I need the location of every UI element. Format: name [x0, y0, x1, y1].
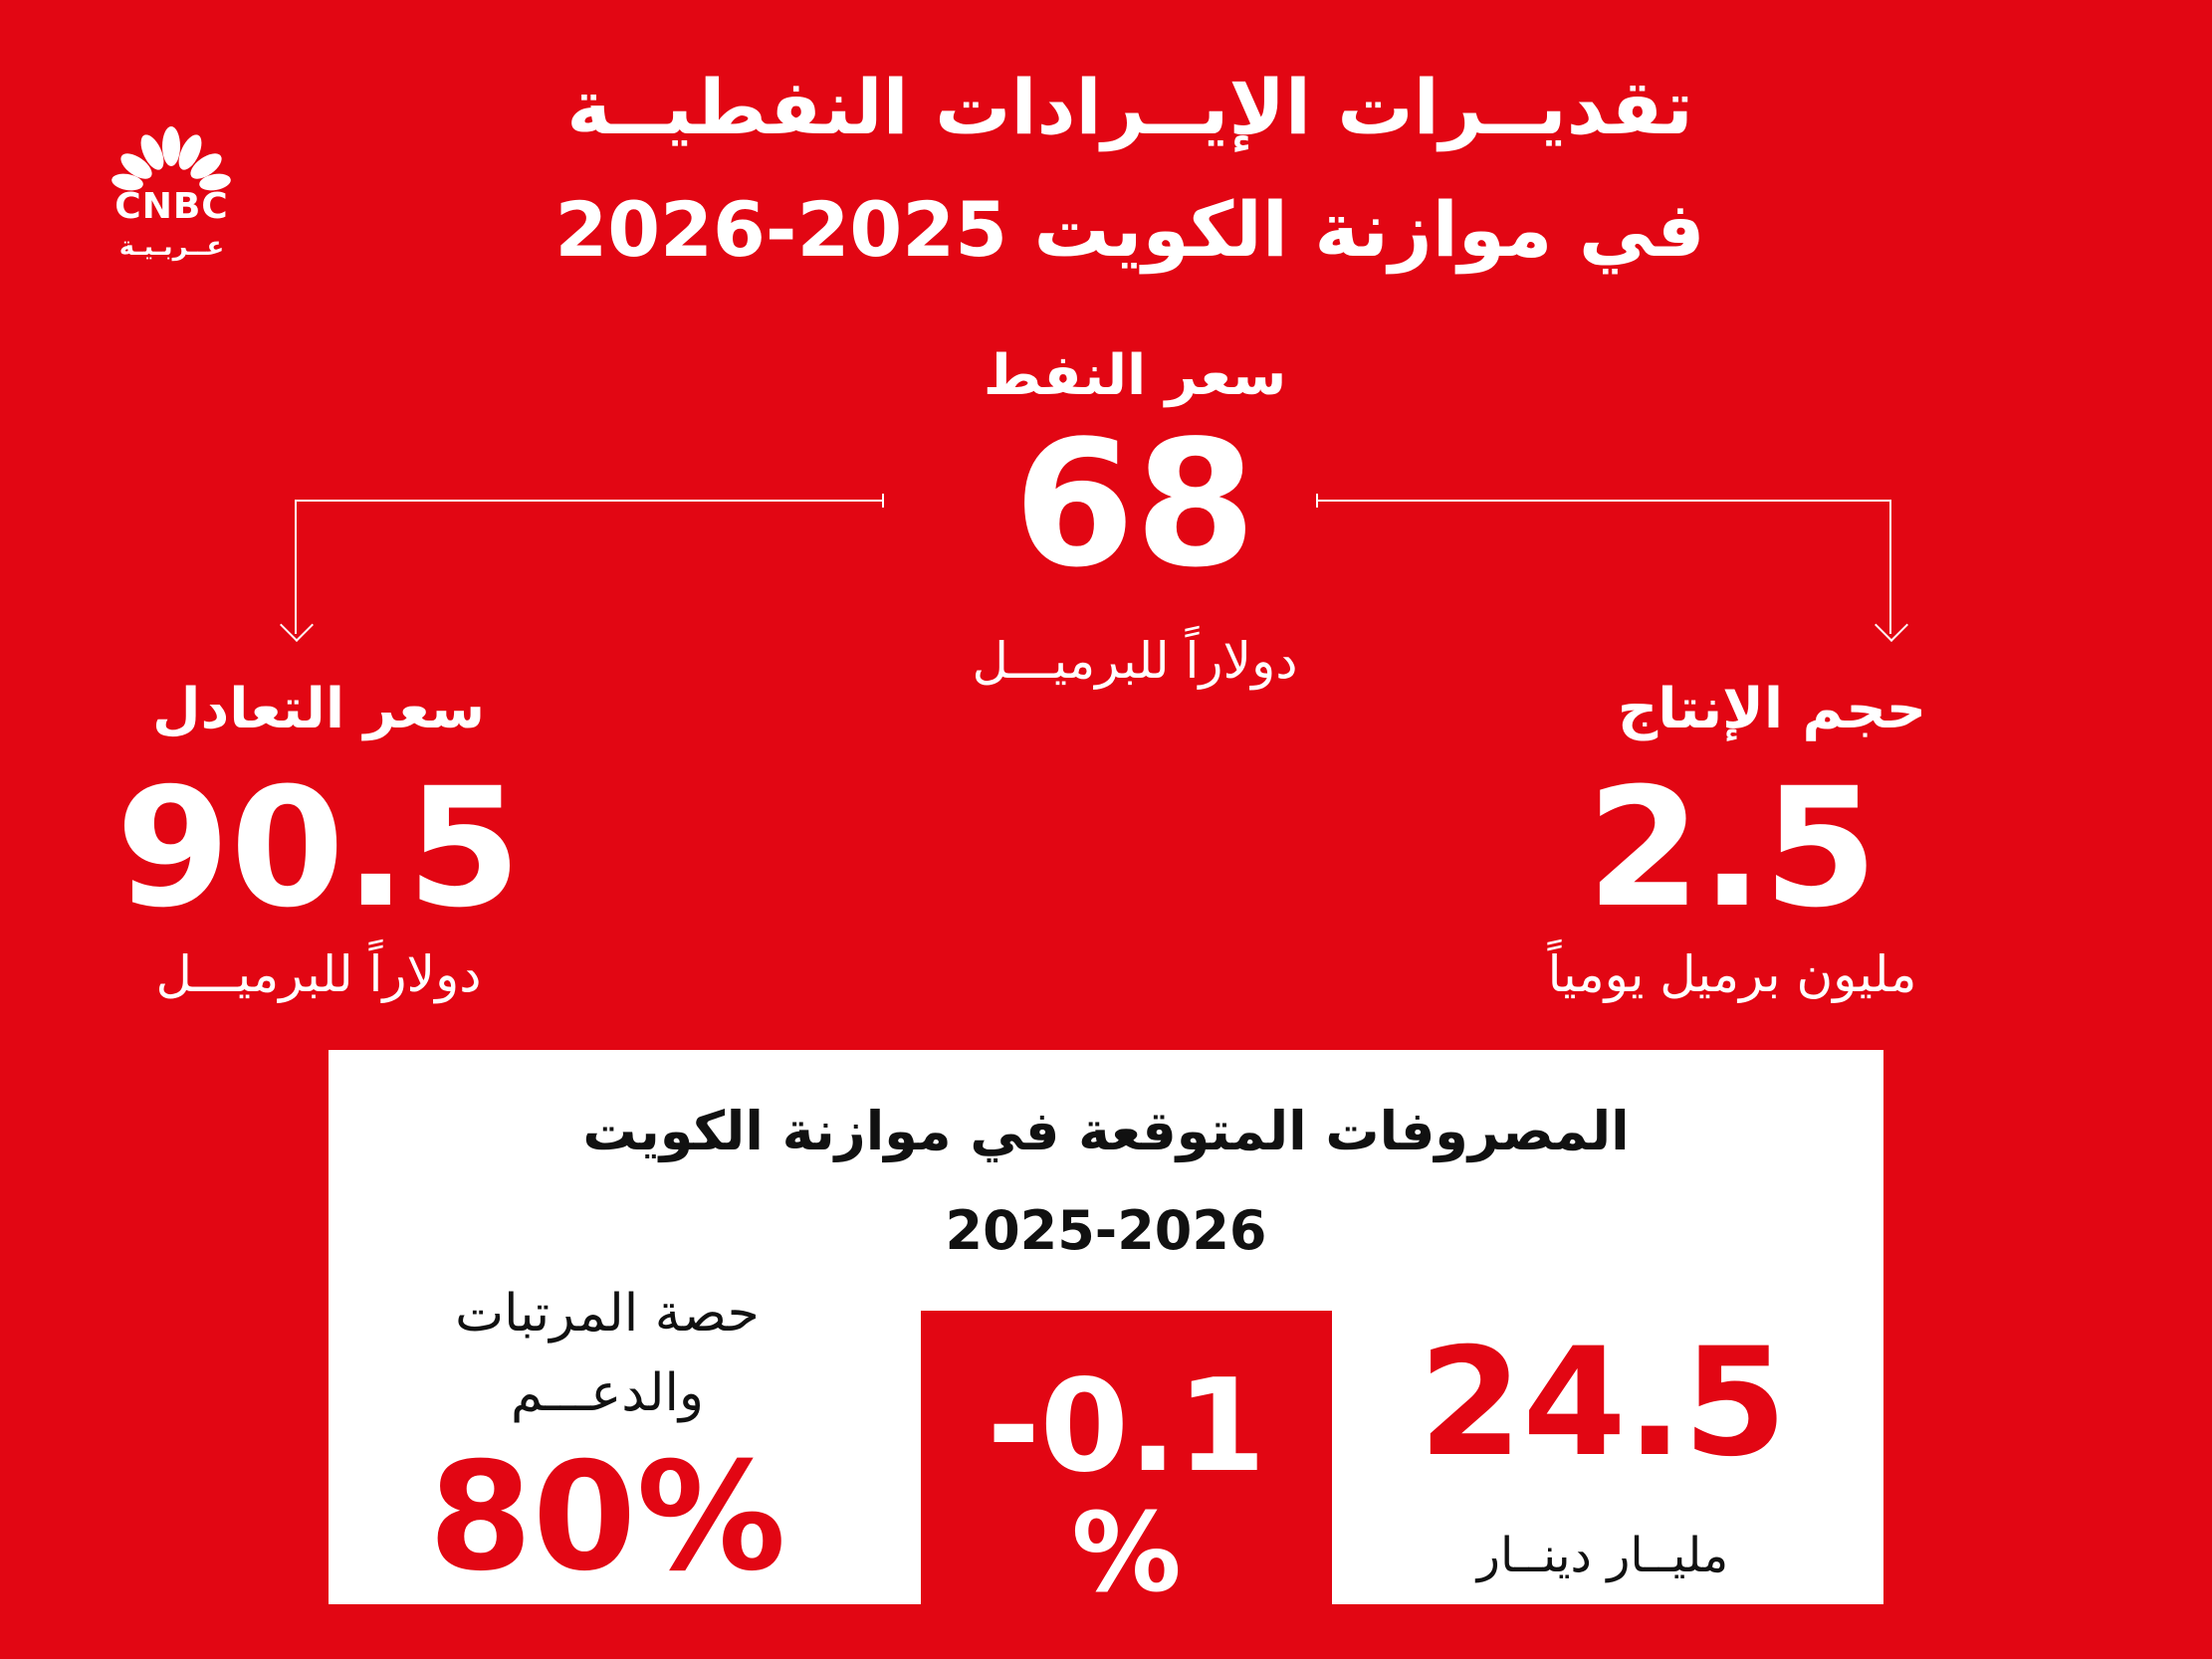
breakeven-label: سعر التعادل: [151, 677, 486, 741]
production-label: حجم الإنتاج: [1617, 677, 1927, 741]
page-title-line1: تقديــرات الإيــرادات النفطيــة: [566, 63, 1693, 151]
production-value: 2.5: [1586, 752, 1879, 943]
arrow-down-right-icon: [1875, 608, 1908, 642]
spending-title-line1: المصروفات المتوقعة في موازنة الكويت: [582, 1100, 1630, 1162]
connector-right-vertical: [1889, 500, 1891, 634]
connector-left-vertical: [295, 500, 297, 634]
breakeven-unit: دولاراً للبرميـــل: [155, 945, 482, 1003]
spending-total-unit: مليــار دينــار: [1476, 1528, 1729, 1583]
oil-price-value: 68: [1013, 404, 1256, 606]
breakeven-value: 90.5: [115, 752, 522, 943]
peacock-icon: [111, 126, 231, 191]
oil-price-unit: دولاراً للبرميـــل: [972, 632, 1298, 690]
spending-change-percent: %: [1071, 1489, 1182, 1616]
connector-right-tick: [1316, 494, 1318, 508]
salary-share-label-line2: والدعـــم: [510, 1363, 705, 1423]
cnbc-arabia-logo: CNBC عــربـيـة: [95, 124, 254, 264]
logo-brand: CNBC: [114, 186, 229, 227]
logo-sub: عــربـيـة: [118, 232, 225, 262]
spending-title-line2: 2025-2026: [945, 1199, 1267, 1262]
spending-total-value: 24.5: [1418, 1317, 1788, 1490]
salary-share-value: 80%: [428, 1431, 786, 1604]
connector-right-horizontal: [1316, 500, 1891, 502]
connector-left-horizontal: [295, 500, 882, 502]
production-unit: مليون برميل يومياً: [1547, 945, 1917, 1003]
spending-change-value: -0.1: [987, 1352, 1266, 1501]
oil-price-label: سعر النفط: [983, 343, 1287, 408]
connector-left-tick: [882, 494, 884, 508]
deficit-box: [921, 1311, 1332, 1659]
arrow-down-left-icon: [280, 608, 314, 642]
salary-share-label-line1: حصة المرتبات: [455, 1284, 760, 1344]
page-title-line2: في موازنة الكويت 2025-2026: [554, 185, 1705, 274]
